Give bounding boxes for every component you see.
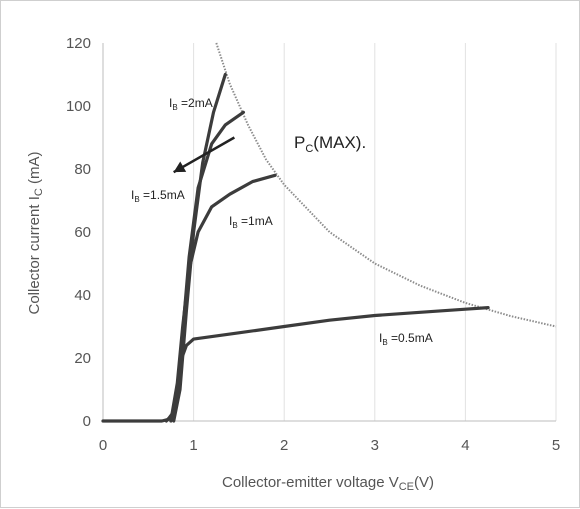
x-tick-label: 2	[280, 437, 288, 454]
x-tick-label: 5	[552, 437, 560, 454]
series-curve-2	[164, 173, 277, 423]
series-label-2: IB =1mA	[229, 214, 273, 230]
pc-max-label: PC(MAX).	[294, 133, 366, 155]
y-tick-label: 80	[74, 161, 91, 178]
x-tick-label: 1	[189, 437, 197, 454]
x-axis-title: Collector-emitter voltage VCE(V)	[222, 474, 434, 493]
axes	[102, 43, 556, 422]
annotations: IB =0.5mA IB =1mA IB =1.5mA IB =2mA PC(MAX).	[131, 96, 433, 347]
series-label-1: IB =0.5mA	[379, 331, 433, 347]
arrow-head	[173, 161, 187, 173]
series-curve-1	[101, 306, 490, 423]
pc-max-curve	[215, 42, 557, 328]
y-tick-label: 120	[66, 35, 91, 52]
grid-lines	[193, 43, 557, 421]
y-tick-label: 40	[74, 287, 91, 304]
y-axis-title: Collector current IC (mA)	[26, 152, 45, 315]
x-tick-label: 4	[461, 437, 469, 454]
y-tick-label: 0	[83, 413, 91, 430]
y-tick-label: 20	[74, 350, 91, 367]
arrow-line	[173, 136, 235, 174]
series-label-3: IB =1.5mA	[131, 188, 185, 204]
y-tick-label: 100	[66, 98, 91, 115]
x-tick-label: 0	[99, 437, 107, 454]
y-tick-label: 60	[74, 224, 91, 241]
series-label-4: IB =2mA	[169, 96, 213, 112]
series-curve-4	[172, 72, 227, 423]
tick-labels: 0 1 2 3 4 5 0 20 40 60 80 100 120	[66, 35, 560, 454]
series-curves	[101, 42, 557, 423]
x-tick-label: 3	[371, 437, 379, 454]
